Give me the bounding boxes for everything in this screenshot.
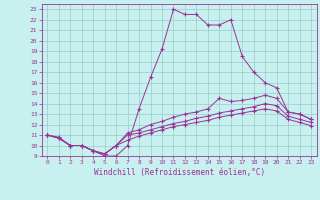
X-axis label: Windchill (Refroidissement éolien,°C): Windchill (Refroidissement éolien,°C) xyxy=(94,168,265,177)
